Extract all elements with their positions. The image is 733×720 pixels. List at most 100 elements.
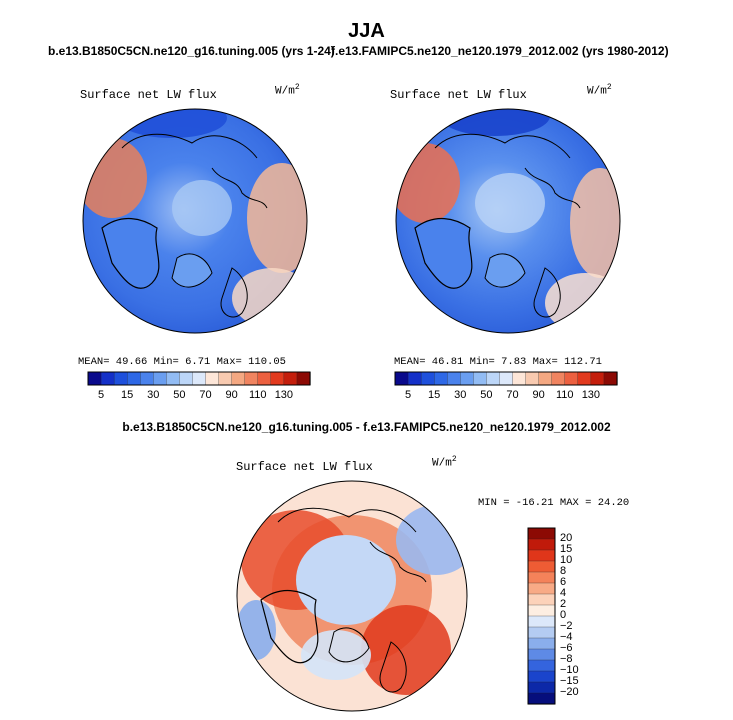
colorbar-swatch xyxy=(434,371,448,386)
colorbar-swatch xyxy=(486,371,501,386)
colorbar-swatch xyxy=(527,637,556,650)
colorbar-tick-label: 4 xyxy=(560,587,567,599)
panel-2-stats: MEAN= 46.81 Min= 7.83 Max= 112.71 xyxy=(394,356,602,368)
cold-region xyxy=(440,109,550,136)
colorbar-swatch xyxy=(527,681,556,694)
warm-region xyxy=(247,163,307,273)
colorbar-swatch xyxy=(460,371,475,386)
coastline xyxy=(434,133,571,159)
colorbar-swatch xyxy=(577,371,592,386)
coastline xyxy=(369,541,427,583)
coastline xyxy=(524,167,581,209)
colorbar-tick-label: −4 xyxy=(560,631,573,643)
colorbar-swatch xyxy=(420,371,435,386)
colorbar-swatch xyxy=(603,371,618,386)
colorbar-tick-label: −6 xyxy=(560,642,573,654)
colorbar-swatch xyxy=(527,615,556,628)
colorbar-swatch xyxy=(205,371,220,386)
cold-region xyxy=(117,109,227,138)
panel-2-polar-map xyxy=(395,108,621,334)
colorbar-swatch xyxy=(140,371,154,386)
colorbar-swatch xyxy=(192,371,207,386)
colorbar-swatch xyxy=(407,371,422,386)
coastline xyxy=(379,641,407,693)
colorbar-swatch xyxy=(512,371,527,386)
warm-region xyxy=(83,138,147,218)
colorbar-swatch xyxy=(179,371,194,386)
colorbar-swatch xyxy=(244,371,259,386)
colorbar-tick-label: 20 xyxy=(560,532,573,544)
colorbar-tick-label: 6 xyxy=(560,576,567,588)
colorbar-swatch xyxy=(296,371,311,386)
colorbar-swatch xyxy=(538,371,553,386)
right-case-title: f.e13.FAMIPC5.ne120_ne120.1979_2012.002 … xyxy=(331,44,669,58)
panel-1-units: W/m2 xyxy=(275,83,300,98)
colorbar-tick-label: −2 xyxy=(560,620,573,632)
panel-3-stats: MIN = -16.21 MAX = 24.20 xyxy=(478,497,630,509)
colorbar-tick-label: 5 xyxy=(97,389,105,401)
coastline xyxy=(277,507,417,533)
colorbar-tick-label: −15 xyxy=(560,675,579,687)
colorbar-tick-label: 130 xyxy=(581,389,601,401)
colorbar-swatch xyxy=(527,659,556,672)
colorbar-swatch xyxy=(153,371,168,386)
colorbar-tick-label: 70 xyxy=(199,389,212,401)
colorbar-tick-label: 130 xyxy=(274,389,294,401)
panel-2-field-label: Surface net LW flux xyxy=(390,88,527,102)
panel-3-field-label: Surface net LW flux xyxy=(236,460,373,474)
greenland-coast xyxy=(414,218,473,289)
colorbar-swatch xyxy=(525,371,540,386)
colorbar-tick-label: 10 xyxy=(560,554,573,566)
coastline xyxy=(484,253,526,288)
colorbar-tick-label: −8 xyxy=(560,653,573,665)
colorbar-swatch xyxy=(100,371,115,386)
colorbar-swatch xyxy=(527,582,556,595)
figure-title: JJA xyxy=(348,20,385,42)
colorbar-swatch xyxy=(527,593,556,606)
panel-3-units: W/m2 xyxy=(432,455,457,470)
negative-anomaly xyxy=(396,505,467,575)
colorbar-swatch xyxy=(527,538,556,551)
colorbar-swatch xyxy=(527,527,556,540)
cold-region xyxy=(172,180,232,236)
panel-1-colorbar-labels: 5 15 30 50 70 90 110 130 xyxy=(0,389,733,403)
colorbar-tick-label: 70 xyxy=(506,389,519,401)
colorbar-tick-label: 30 xyxy=(147,389,160,401)
panel-2-units: W/m2 xyxy=(587,83,612,98)
difference-title: b.e13.B1850C5CN.ne120_g16.tuning.005 - f… xyxy=(122,420,611,434)
coastline xyxy=(220,267,248,318)
panel-3-colorbar-labels: 20 15 10 8 6 4 2 0 −2 −4 −6 −8 −10 −15 −20 xyxy=(560,528,600,704)
colorbar-tick-label: 5 xyxy=(404,389,412,401)
colorbar-swatch xyxy=(127,371,141,386)
colorbar-swatch xyxy=(527,571,556,584)
colorbar-swatch xyxy=(231,371,246,386)
coastline xyxy=(533,267,561,318)
colorbar-tick-label: 2 xyxy=(560,598,567,610)
colorbar-swatch xyxy=(590,371,605,386)
colorbar-tick-label: 110 xyxy=(555,389,574,401)
colorbar-swatch xyxy=(527,560,556,573)
colorbar-tick-label: 90 xyxy=(532,389,545,401)
colorbar-swatch xyxy=(218,371,233,386)
colorbar-swatch xyxy=(527,626,556,639)
colorbar-tick-label: −10 xyxy=(560,664,579,676)
colorbar-tick-label: 50 xyxy=(173,389,186,401)
panel-1-field-label: Surface net LW flux xyxy=(80,88,217,102)
warm-region xyxy=(570,168,620,278)
colorbar-swatch xyxy=(447,371,461,386)
negative-anomaly xyxy=(301,630,371,680)
colorbar-swatch xyxy=(166,371,181,386)
colorbar-swatch xyxy=(499,371,514,386)
colorbar-tick-label: 0 xyxy=(560,609,567,621)
coastline xyxy=(121,133,258,159)
colorbar-tick-label: 30 xyxy=(454,389,467,401)
colorbar-tick-label: 15 xyxy=(121,389,134,401)
colorbar-swatch xyxy=(564,371,579,386)
colorbar-tick-label: 15 xyxy=(560,543,573,555)
colorbar-swatch xyxy=(473,371,488,386)
colorbar-swatch xyxy=(283,371,298,386)
colorbar-swatch xyxy=(551,371,566,386)
colorbar-swatch xyxy=(527,670,556,683)
panel-1-stats: MEAN= 49.66 Min= 6.71 Max= 110.05 xyxy=(78,356,286,368)
colorbar-tick-label: 110 xyxy=(248,389,267,401)
